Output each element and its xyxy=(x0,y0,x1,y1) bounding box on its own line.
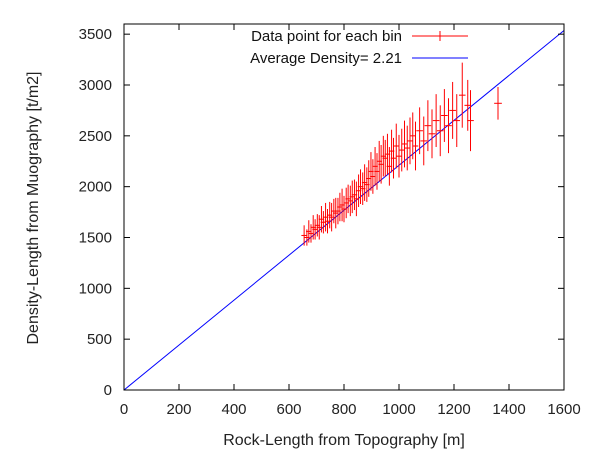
x-tick-label: 400 xyxy=(221,401,246,418)
data-point xyxy=(399,128,405,172)
y-tick-label: 2500 xyxy=(79,128,112,145)
data-point xyxy=(412,121,419,171)
data-point xyxy=(401,120,408,168)
x-tick-label: 800 xyxy=(331,401,356,418)
y-axis-title: Density-Length from Muography [t/m2] xyxy=(25,71,42,344)
x-tick-label: 1000 xyxy=(382,401,415,418)
data-point xyxy=(494,87,502,120)
plot-series-layer xyxy=(124,30,564,390)
data-point xyxy=(441,89,448,142)
data-point xyxy=(449,81,456,139)
data-point xyxy=(453,94,461,148)
data-point xyxy=(416,107,423,155)
legend-label-data-points: Data point for each bin xyxy=(251,28,402,45)
data-point xyxy=(424,100,432,152)
y-tick-label: 1000 xyxy=(79,280,112,297)
y-tick-label: 3000 xyxy=(79,77,112,94)
y-tick-label: 2000 xyxy=(79,179,112,196)
x-tick-label: 200 xyxy=(166,401,191,418)
data-point xyxy=(467,90,474,152)
data-point xyxy=(464,79,472,131)
x-tick-labels: 0 200 400 600 800 1000 1200 1400 1600 xyxy=(120,401,581,418)
data-point xyxy=(301,225,307,246)
data-point xyxy=(436,105,444,157)
data-point xyxy=(428,109,436,159)
x-tick-label: 1400 xyxy=(492,401,525,418)
data-point xyxy=(390,137,397,179)
data-point xyxy=(432,94,440,148)
data-point xyxy=(396,134,402,178)
y-tick-label: 500 xyxy=(87,331,112,348)
x-tick-label: 1600 xyxy=(547,401,580,418)
data-point xyxy=(420,116,428,166)
legend-swatch-data-points xyxy=(412,31,468,41)
y-tick-label: 0 xyxy=(104,382,112,399)
legend-label-average-density: Average Density= 2.21 xyxy=(250,50,402,67)
data-point xyxy=(458,62,466,128)
y-tick-label: 1500 xyxy=(79,230,112,247)
y-tick-label: 3500 xyxy=(79,26,112,43)
x-axis-title: Rock-Length from Topography [m] xyxy=(223,432,465,449)
x-tick-label: 0 xyxy=(120,401,128,418)
x-tick-label: 1200 xyxy=(437,401,470,418)
data-point xyxy=(407,117,413,165)
data-point xyxy=(404,125,410,171)
axis-ticks xyxy=(123,24,565,391)
data-point xyxy=(445,98,452,154)
x-tick-label: 600 xyxy=(276,401,301,418)
data-point xyxy=(410,112,416,160)
legend: Data point for each bin Average Density=… xyxy=(250,28,468,67)
data-point xyxy=(393,123,399,169)
y-tick-labels: 0 500 1000 1500 2000 2500 3000 3500 xyxy=(79,26,112,399)
